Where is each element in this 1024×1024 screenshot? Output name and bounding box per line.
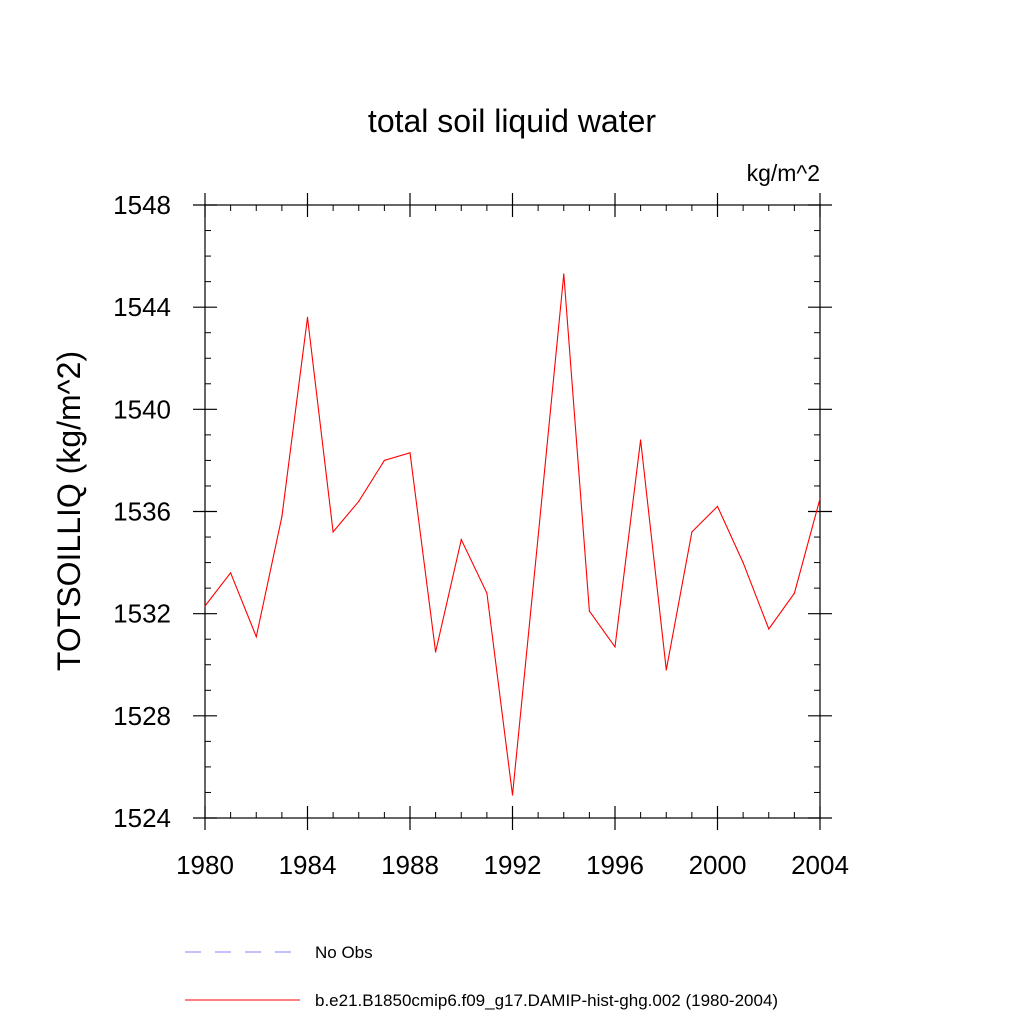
x-tick-label: 1984 bbox=[279, 850, 337, 880]
data-point bbox=[768, 628, 770, 630]
y-tick-label: 1528 bbox=[113, 701, 171, 731]
units-label: kg/m^2 bbox=[747, 160, 820, 186]
x-tick-label: 1980 bbox=[176, 850, 234, 880]
data-point bbox=[640, 439, 642, 441]
data-point bbox=[230, 572, 232, 574]
data-point bbox=[716, 505, 719, 507]
x-tick-label: 2000 bbox=[689, 850, 747, 880]
data-point bbox=[358, 500, 360, 502]
y-tick-label: 1532 bbox=[113, 599, 171, 629]
data-point bbox=[588, 610, 590, 612]
x-tick-label: 1992 bbox=[484, 850, 542, 880]
y-tick-label: 1536 bbox=[113, 497, 171, 527]
legend-label: No Obs bbox=[315, 943, 373, 962]
data-point bbox=[614, 646, 616, 648]
y-tick-label: 1544 bbox=[113, 292, 171, 322]
data-point bbox=[793, 592, 795, 594]
data-point bbox=[306, 316, 309, 318]
axes: 1980 1984 1988 1992 1996 2000 2004 1524 1528 1532… bbox=[113, 190, 849, 880]
y-tick-label: 1548 bbox=[113, 190, 171, 220]
data-point bbox=[281, 516, 283, 518]
data-point bbox=[691, 531, 693, 533]
legend-label: b.e21.B1850cmip6.f09_g17.DAMIP-hist-ghg.… bbox=[315, 991, 778, 1010]
y-tick-label: 1524 bbox=[113, 803, 171, 833]
legend: No Obs b.e21.B1850cmip6.f09_g17.DAMIP-his… bbox=[185, 943, 778, 1010]
plot-frame bbox=[204, 204, 821, 819]
data-point bbox=[742, 561, 744, 564]
data-point bbox=[383, 459, 385, 462]
data-point bbox=[435, 651, 437, 653]
data-point bbox=[204, 605, 206, 607]
chart-title: total soil liquid water bbox=[368, 103, 656, 139]
data-point bbox=[460, 538, 462, 541]
data-point bbox=[332, 531, 334, 533]
y-tick-label: 1540 bbox=[113, 394, 171, 424]
x-tick-label: 1996 bbox=[586, 850, 644, 880]
x-tick-label: 2004 bbox=[791, 850, 849, 880]
data-point bbox=[537, 536, 539, 538]
data-point bbox=[563, 273, 565, 275]
data-point bbox=[409, 452, 411, 454]
data-point bbox=[819, 498, 821, 500]
series-layer bbox=[204, 273, 821, 796]
data-point bbox=[511, 794, 514, 796]
data-point bbox=[255, 636, 257, 638]
y-axis-label: TOTSOILLIQ (kg/m^2) bbox=[51, 351, 87, 671]
x-tick-label: 1988 bbox=[381, 850, 439, 880]
data-point bbox=[665, 669, 667, 671]
series-line bbox=[204, 273, 821, 796]
data-point bbox=[486, 592, 488, 594]
